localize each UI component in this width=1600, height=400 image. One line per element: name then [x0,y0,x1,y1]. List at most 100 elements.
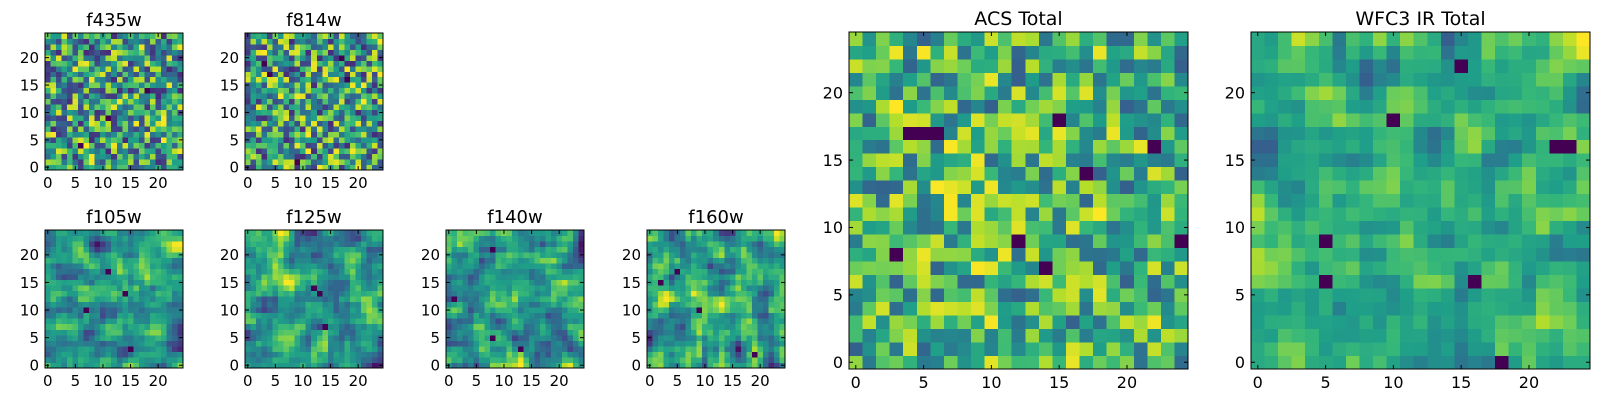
heatmap-cell [998,32,1013,46]
heatmap-cell [333,312,340,319]
heatmap-cell [61,334,68,341]
heatmap-cell [289,33,296,39]
heatmap-cell [122,98,129,105]
heatmap-cell [849,180,863,195]
heatmap-cell [1481,261,1496,276]
heatmap-cell [283,137,290,143]
heatmap-cell [250,312,257,319]
heatmap-cell [89,274,96,281]
heatmap-cell [344,235,351,242]
heatmap-cell [735,323,742,330]
heatmap-cell [105,252,112,258]
heatmap-cell [1133,112,1148,127]
heatmap-cell [1332,247,1347,262]
heatmap-cell [311,252,318,258]
heatmap-cell [473,345,480,352]
heatmap-cell [267,54,273,61]
heatmap-cell [1106,342,1121,356]
heatmap-cell [100,329,107,336]
heatmap-cell [957,261,972,276]
heatmap-cell [245,318,251,325]
heatmap-cell [746,362,753,369]
heatmap-cell [1522,301,1537,316]
heatmap-cell [998,315,1013,329]
heatmap-cell [261,307,268,314]
heatmap-cell [294,279,301,286]
heatmap-cell [506,334,513,341]
heatmap-cell [550,307,557,314]
heatmap-cell [245,257,251,264]
heatmap-cell [289,279,296,286]
heatmap-cell [1278,234,1293,249]
heatmap-cell [1160,112,1175,127]
heatmap-cell [100,104,107,111]
heatmap-cell [451,356,458,363]
heatmap-cell [349,148,356,154]
heatmap-cell [984,153,999,168]
heatmap-cell [278,279,285,286]
heatmap-cell [1011,234,1026,249]
heatmap-cell [116,93,123,100]
heatmap-cell [333,351,340,358]
heatmap-cell [578,257,585,264]
heatmap-cell [322,49,329,56]
heatmap-cell [1467,234,1482,249]
heatmap-cell [89,49,96,56]
heatmap-cell [83,126,90,133]
heatmap-cell [272,126,279,133]
heatmap-cell [468,263,474,270]
heatmap-cell [72,235,79,242]
heatmap-cell [83,120,90,127]
heatmap-cell [729,268,736,275]
heatmap-cell [111,257,118,264]
heatmap-cell [155,98,162,105]
heatmap-cell [89,126,96,133]
heatmap-cell [652,362,659,369]
heatmap-cell [111,307,118,314]
heatmap-cell [1576,355,1591,370]
heatmap-cell [267,362,273,369]
heatmap-cell [1522,193,1537,208]
heatmap-cell [349,33,356,39]
heatmap-cell [680,301,687,308]
heatmap-cell [261,252,268,258]
heatmap-cell [133,241,140,247]
heatmap-cell [305,43,312,50]
heatmap-cell [768,235,775,242]
heatmap-cell [160,257,167,264]
heatmap-cell [669,334,675,341]
x-tick-label: 0 [851,373,861,392]
heatmap-cell [133,164,140,171]
heatmap-cell [729,323,736,330]
heatmap-cell [1133,261,1148,276]
heatmap-cell [272,49,279,56]
heatmap-cell [327,296,334,303]
heatmap-cell [768,285,775,292]
heatmap-cell [779,329,786,336]
heatmap-cell [166,71,173,78]
heatmap-cell [327,268,334,275]
heatmap-cell [512,290,519,297]
heatmap-cell [127,153,134,160]
heatmap-cell [377,98,384,105]
heatmap-cell [1549,234,1564,249]
heatmap-cell [160,82,167,89]
heatmap-cell [1305,207,1320,222]
heatmap-cell [707,340,714,347]
heatmap-cell [166,60,173,67]
heatmap-cell [100,76,107,83]
heatmap-cell [344,323,351,330]
heatmap-cell [78,356,85,363]
heatmap-cell [50,38,57,45]
heatmap-cell [105,98,112,105]
heatmap-cell [138,230,145,236]
heatmap-cell [1373,261,1387,276]
heatmap-cell [333,274,340,281]
heatmap-cell [111,263,118,270]
heatmap-cell [294,60,301,67]
heatmap-cell [1454,315,1469,329]
heatmap-cell [300,290,307,297]
heatmap-cell [680,323,687,330]
heatmap-cell [72,38,79,45]
heatmap-cell [1065,58,1080,73]
